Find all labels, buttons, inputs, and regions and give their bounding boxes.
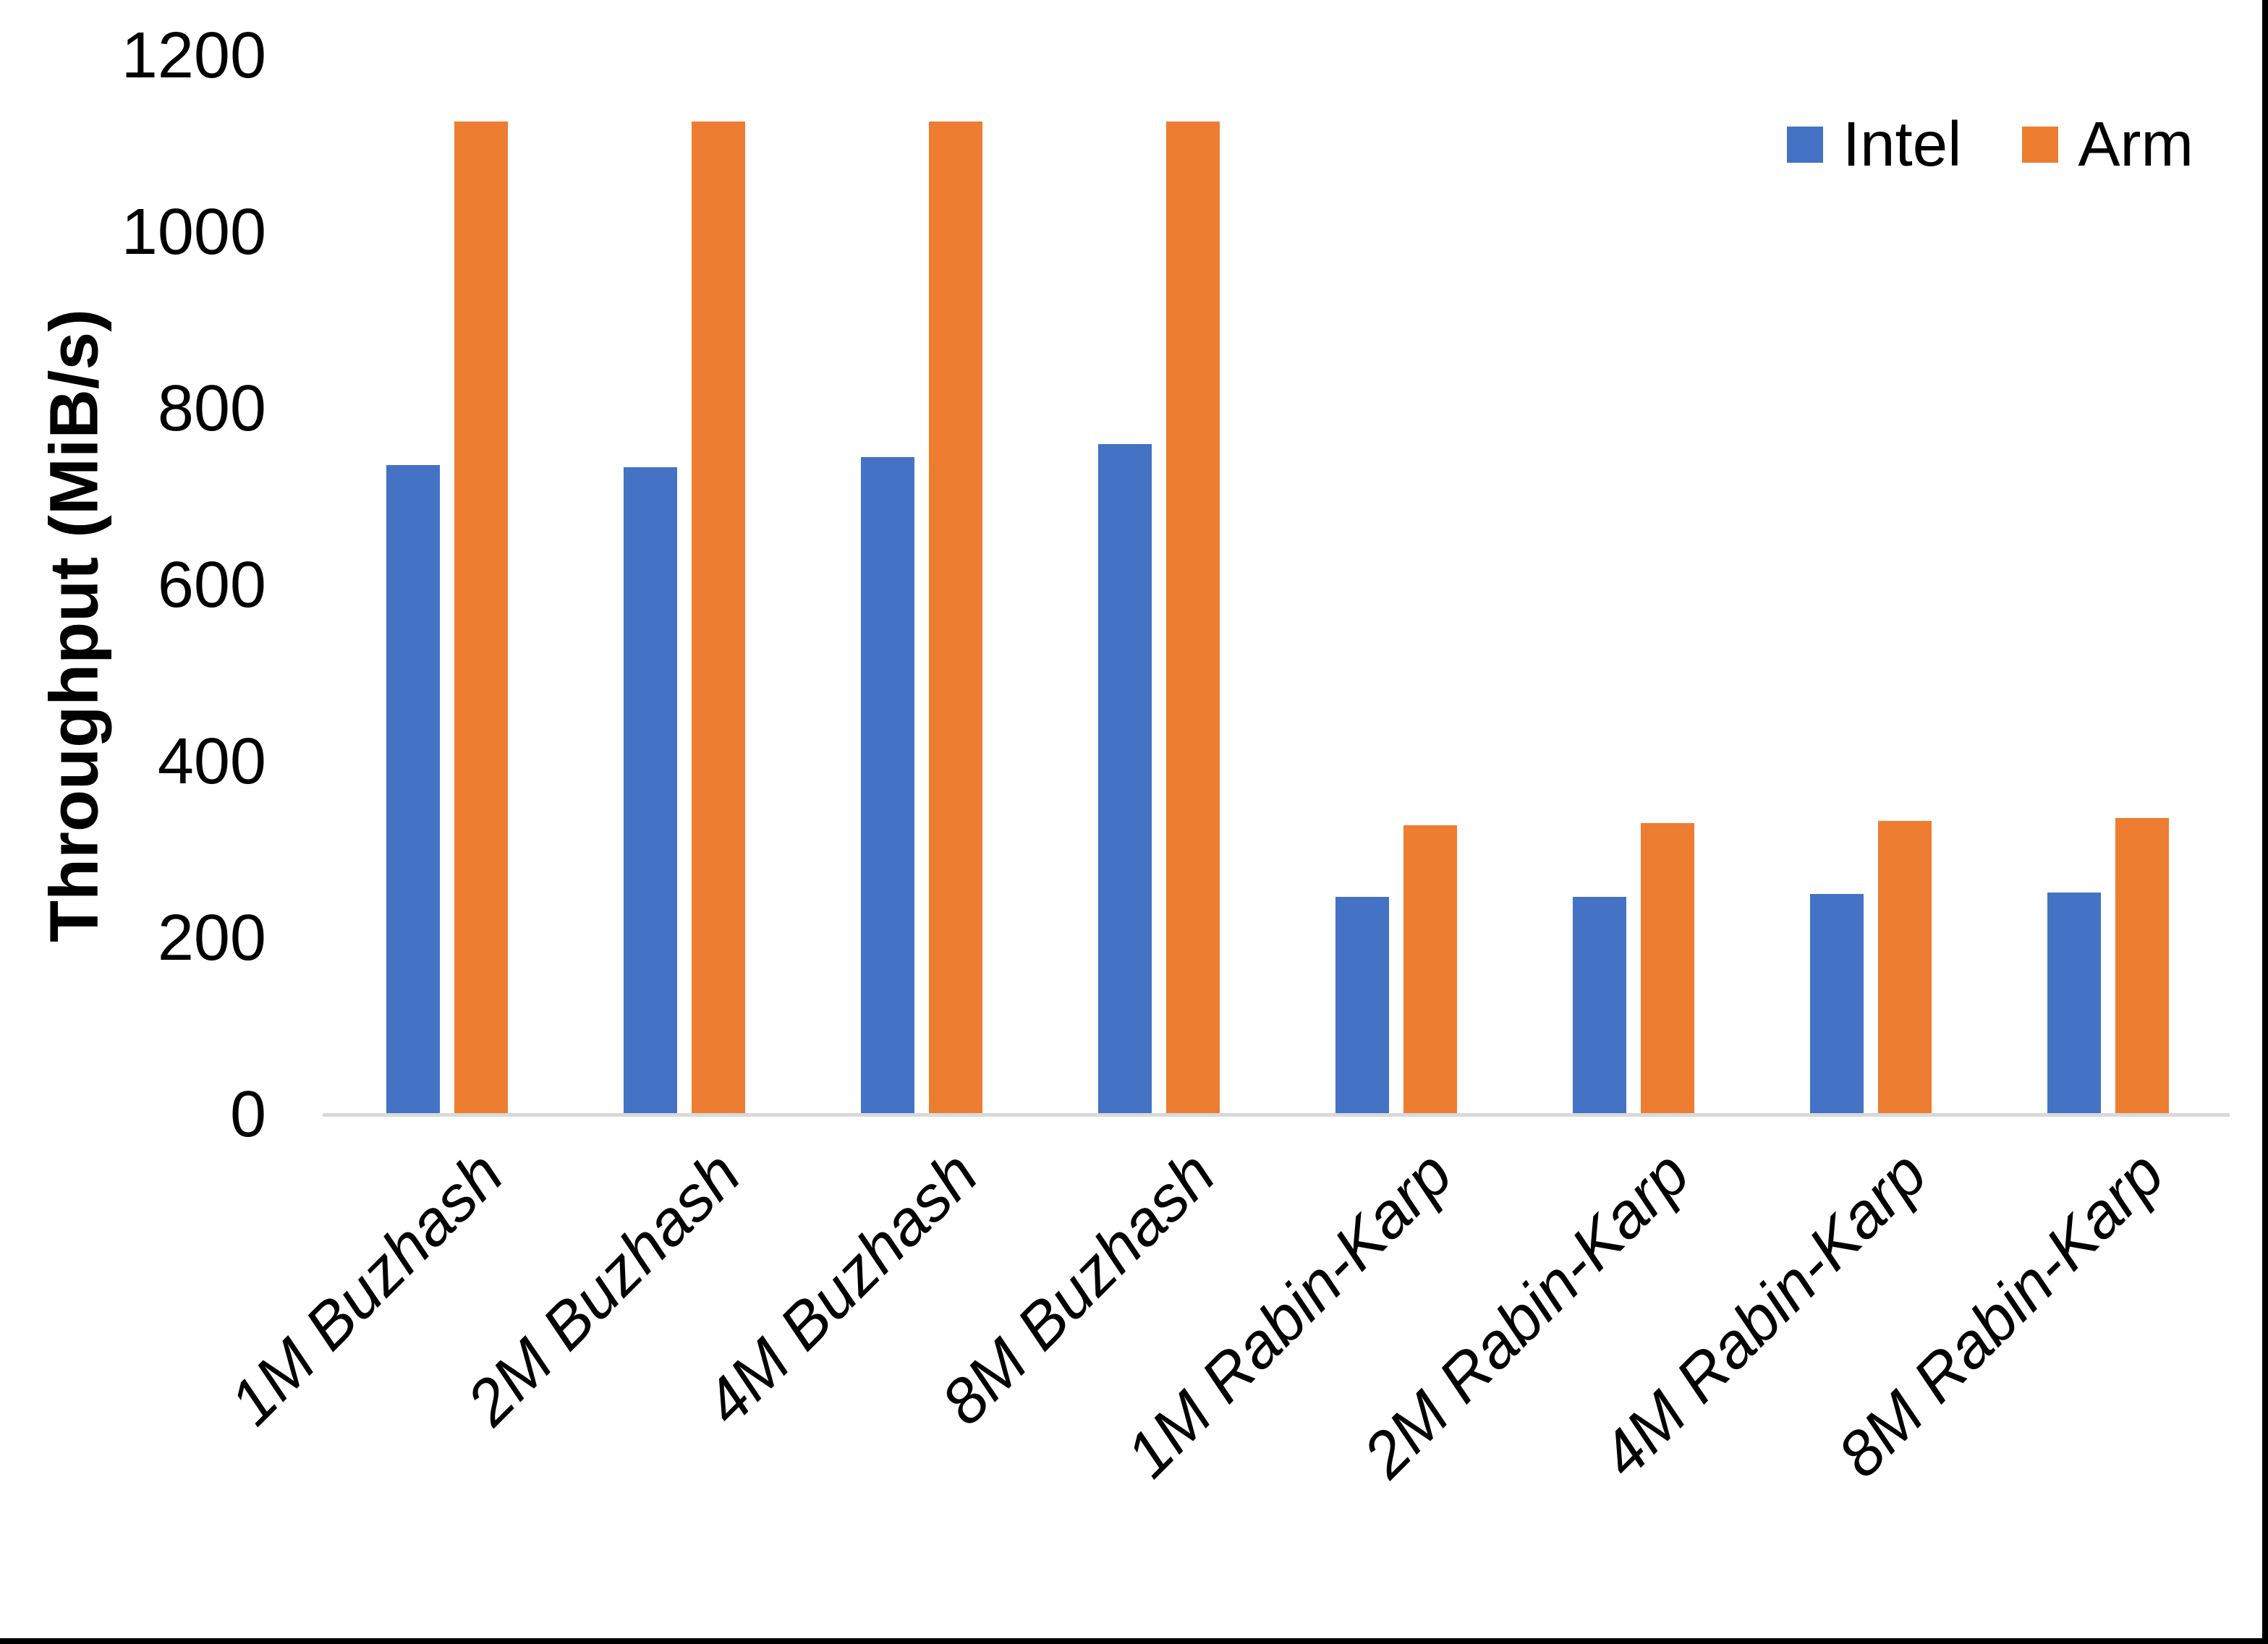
y-tick-label-1200: 1200 bbox=[121, 20, 266, 92]
legend-item-arm: Arm bbox=[2022, 108, 2193, 181]
x-category-label-8m-rabin-karp: 8M Rabin-Karp bbox=[1824, 1137, 2178, 1491]
y-tick-label-200: 200 bbox=[157, 902, 266, 974]
legend-label-arm: Arm bbox=[2078, 109, 2193, 179]
legend-marker-arm bbox=[2022, 127, 2059, 163]
bar-intel-4m-buzhash bbox=[861, 457, 914, 1115]
y-tick-label-400: 400 bbox=[157, 725, 266, 798]
bar-group-2m-buzhash bbox=[566, 56, 803, 1115]
bar-intel-8m-buzhash bbox=[1098, 444, 1152, 1115]
bar-intel-8m-rabin-karp bbox=[2047, 893, 2101, 1115]
legend-label-intel: Intel bbox=[1843, 109, 1962, 179]
bar-arm-2m-rabin-karp bbox=[1641, 823, 1694, 1115]
legend: Intel Arm bbox=[1787, 108, 2193, 181]
bar-arm-1m-buzhash bbox=[454, 122, 508, 1115]
bar-group-4m-buzhash bbox=[803, 56, 1040, 1115]
x-category-label-1m-rabin-karp: 1M Rabin-Karp bbox=[1112, 1137, 1466, 1491]
bar-group-4m-rabin-karp bbox=[1752, 56, 1989, 1115]
bar-group-8m-rabin-karp bbox=[1989, 56, 2227, 1115]
bar-intel-2m-buzhash bbox=[624, 467, 677, 1115]
bar-arm-4m-buzhash bbox=[929, 122, 982, 1115]
window-edge-right bbox=[2262, 0, 2268, 1644]
bar-arm-4m-rabin-karp bbox=[1878, 821, 1932, 1115]
bar-group-2m-rabin-karp bbox=[1515, 56, 1752, 1115]
y-tick-label-800: 800 bbox=[157, 372, 266, 445]
legend-item-intel: Intel bbox=[1787, 108, 1961, 181]
bar-group-8m-buzhash bbox=[1040, 56, 1278, 1115]
x-category-label-2m-rabin-karp: 2M Rabin-Karp bbox=[1349, 1137, 1703, 1491]
y-tick-label-0: 0 bbox=[229, 1078, 266, 1151]
y-axis-tick-labels: 0 200 400 600 800 1000 1200 bbox=[0, 0, 266, 1644]
y-tick-label-600: 600 bbox=[157, 549, 266, 621]
bar-arm-8m-rabin-karp bbox=[2115, 818, 2169, 1115]
x-category-label-2m-buzhash: 2M Buzhash bbox=[452, 1137, 754, 1439]
bar-intel-1m-rabin-karp bbox=[1335, 897, 1389, 1115]
plot-area bbox=[328, 56, 2227, 1115]
window-edge-bottom bbox=[0, 1638, 2268, 1644]
y-tick-label-1000: 1000 bbox=[121, 196, 266, 268]
bar-intel-2m-rabin-karp bbox=[1573, 897, 1626, 1115]
bar-intel-1m-buzhash bbox=[386, 465, 440, 1115]
x-category-label-8m-buzhash: 8M Buzhash bbox=[927, 1137, 1228, 1439]
x-category-label-4m-buzhash: 4M Buzhash bbox=[689, 1137, 991, 1439]
bar-group-1m-buzhash bbox=[328, 56, 566, 1115]
legend-marker-intel bbox=[1787, 127, 1823, 163]
bar-group-1m-rabin-karp bbox=[1278, 56, 1515, 1115]
bar-intel-4m-rabin-karp bbox=[1810, 894, 1864, 1115]
bar-arm-8m-buzhash bbox=[1166, 122, 1220, 1115]
x-category-label-4m-rabin-karp: 4M Rabin-Karp bbox=[1587, 1137, 1940, 1491]
x-axis-line bbox=[323, 1113, 2230, 1117]
bar-arm-2m-buzhash bbox=[692, 122, 745, 1115]
bar-arm-1m-rabin-karp bbox=[1403, 825, 1457, 1115]
